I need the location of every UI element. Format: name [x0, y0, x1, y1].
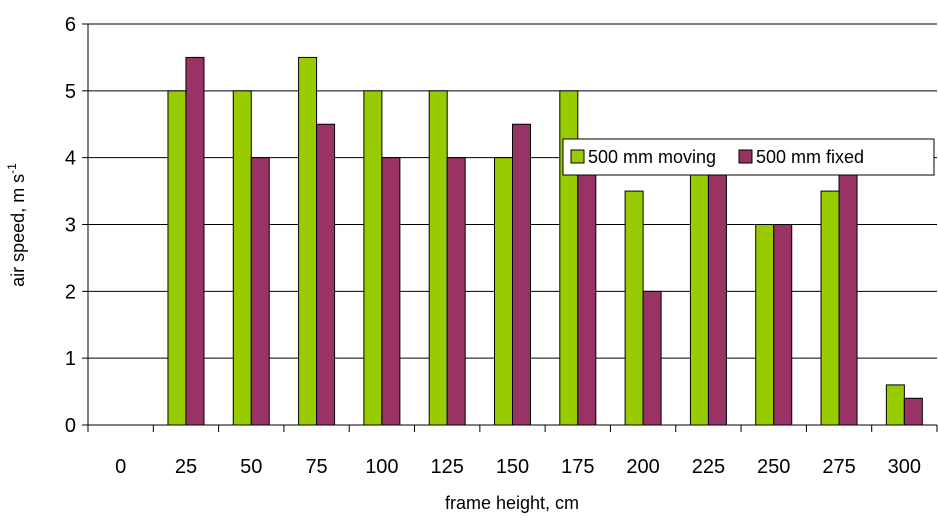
- y-tick-label: 6: [65, 14, 76, 36]
- bar-moving: [363, 90, 383, 426]
- y-tick-labels: 0 1 2 3 4 5 6: [65, 14, 88, 437]
- bar-fixed: [577, 157, 597, 426]
- x-tick-label: 25: [175, 456, 197, 478]
- y-tick-label: 0: [65, 415, 76, 437]
- bar-fixed: [250, 157, 270, 426]
- x-tick-label: 250: [757, 456, 790, 478]
- x-tick-labels: 0 25 50 75 100 125 150 175 200 225 250 275 300: [87, 425, 938, 478]
- x-tick-label: 200: [626, 456, 659, 478]
- bar-moving: [885, 384, 905, 426]
- bar-moving: [624, 190, 644, 426]
- y-axis-title-superscript: -1: [5, 163, 19, 174]
- y-tick-label: 5: [65, 81, 76, 103]
- y-tick-label: 1: [65, 348, 76, 370]
- bar-fixed: [707, 157, 727, 426]
- legend-label-moving: 500 mm moving: [588, 147, 716, 167]
- bar-fixed: [773, 224, 793, 426]
- bar-moving: [820, 190, 840, 426]
- y-axis-title-text: air speed, m s: [8, 174, 28, 287]
- y-tick-label: 4: [65, 148, 76, 170]
- bar-fixed: [316, 123, 336, 426]
- x-tick-label: 100: [365, 456, 398, 478]
- bar-fixed: [642, 290, 662, 426]
- bar-moving: [298, 56, 318, 426]
- bar-fixed: [903, 397, 923, 426]
- bar-fixed: [446, 157, 466, 426]
- bar-moving: [755, 224, 775, 426]
- bar-moving: [428, 90, 448, 426]
- x-tick-label: 75: [305, 456, 327, 478]
- legend-swatch-moving: [570, 149, 585, 164]
- legend-swatch-fixed: [738, 149, 753, 164]
- x-tick-label: 50: [240, 456, 262, 478]
- bar-moving: [689, 157, 709, 426]
- x-tick-label: 125: [431, 456, 464, 478]
- bar-fixed: [512, 123, 531, 426]
- legend-label-fixed: 500 mm fixed: [756, 147, 864, 167]
- bar-moving: [494, 157, 513, 426]
- bar-moving: [232, 90, 252, 426]
- x-tick-label: 150: [496, 456, 529, 478]
- bar-fixed: [185, 56, 205, 426]
- x-tick-label: 300: [888, 456, 921, 478]
- y-tick-label: 2: [65, 281, 76, 303]
- x-axis-title: frame height, cm: [445, 493, 579, 513]
- bars: [167, 56, 923, 426]
- bar-fixed: [838, 157, 858, 426]
- bar-moving: [167, 90, 187, 426]
- bar-fixed: [381, 157, 401, 426]
- x-tick-label: 0: [115, 456, 126, 478]
- x-tick-label: 175: [561, 456, 594, 478]
- legend: 500 mm moving 500 mm fixed: [562, 138, 935, 176]
- x-tick-label: 225: [692, 456, 725, 478]
- y-axis-title: air speed, m s-1: [5, 163, 28, 287]
- y-tick-label: 3: [65, 215, 76, 237]
- x-tick-label: 275: [822, 456, 855, 478]
